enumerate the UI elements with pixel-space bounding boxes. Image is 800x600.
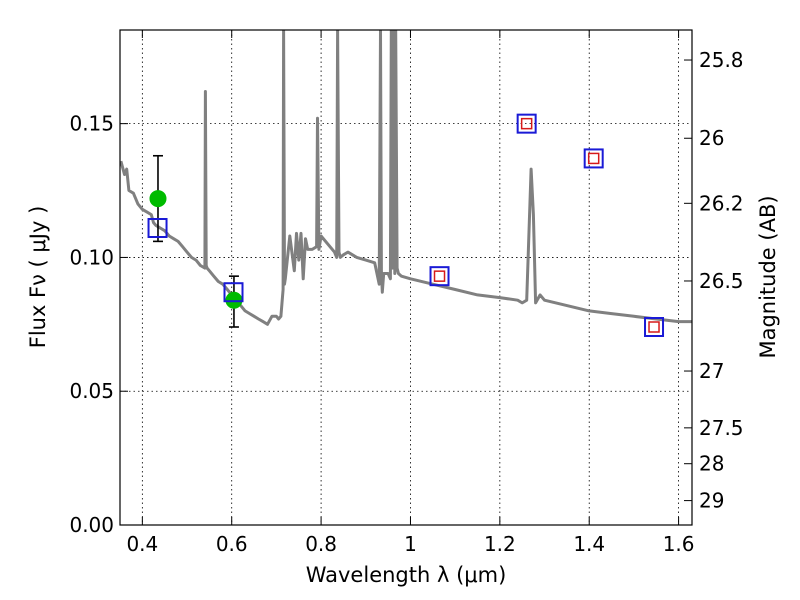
y2-tick-label: 26.5	[699, 269, 744, 293]
y-tick-label: 0.05	[69, 379, 114, 403]
observed-point	[149, 190, 167, 208]
y-tick-label: 0.00	[69, 513, 114, 537]
inner-square-marker	[587, 152, 600, 165]
model-photometry-square	[516, 113, 537, 134]
plot-frame	[119, 29, 693, 526]
plot-area	[120, 30, 692, 337]
y2-tick-label: 26	[699, 126, 724, 150]
y-tick-label: 0.10	[69, 245, 114, 269]
y2-tick-label: 26.2	[699, 191, 744, 215]
y2-tick-label: 27	[699, 359, 724, 383]
inner-square-marker	[520, 117, 533, 130]
x-axis-label: Wavelength λ (μm)	[306, 563, 507, 587]
x-tick-label: 1.2	[484, 532, 516, 556]
y-axis-label: Flux Fν ( μJy )	[26, 206, 50, 349]
x-tick-label: 0.4	[126, 532, 158, 556]
model-spectrum-line	[120, 30, 692, 326]
inner-square-marker	[433, 270, 446, 282]
y2-tick-label: 28	[699, 452, 724, 476]
model-photometry-square	[583, 148, 604, 169]
x-tick-label: 0.8	[305, 532, 337, 556]
model-photometry-square	[223, 282, 244, 303]
x-tick-label: 1	[404, 532, 417, 556]
series-group	[120, 30, 692, 337]
x-tick-label: 0.6	[216, 532, 248, 556]
inner-square-marker	[648, 321, 660, 333]
model-photometry-square	[429, 266, 450, 287]
y2-axis-label: Magnitude (AB)	[756, 195, 780, 358]
model-photometry-square	[644, 317, 665, 337]
y2-tick-label: 29	[699, 489, 724, 513]
y2-tick-label: 27.5	[699, 416, 744, 440]
y2-tick-label: 25.8	[699, 48, 744, 72]
axis-ticks: 0.4 0.6 0.8 1 1.2 1.4 1.6 0.00 0.05 0.10 0.15 25.8 2…	[69, 30, 744, 556]
model-photometry-square	[147, 218, 168, 238]
x-tick-label: 1.4	[573, 532, 605, 556]
x-tick-label: 1.6	[663, 532, 695, 556]
y-tick-label: 0.15	[69, 112, 114, 136]
